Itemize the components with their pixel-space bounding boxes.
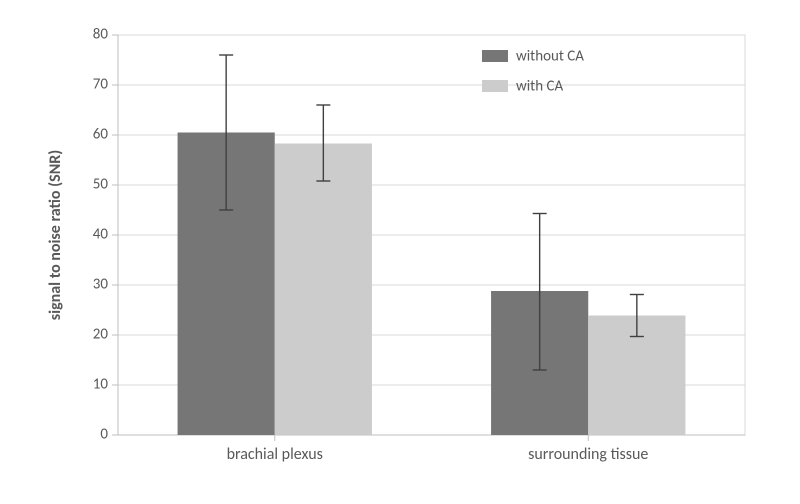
bar [275,144,372,436]
y-tick-label: 80 [93,26,109,44]
legend-label: with CA [516,78,563,96]
x-category-label: surrounding tissue [528,445,648,464]
y-tick-label: 0 [100,426,108,444]
y-axis-title: signal to noise ratio (SNR) [46,150,65,320]
chart-container: 0 10 20 30 40 50 60 70 80 brachial plexus surround… [0,0,800,504]
y-tick-label: 70 [93,76,109,94]
legend-label: without CA [516,48,584,66]
chart-svg: 0 10 20 30 40 50 60 70 80 brachial plexus surround… [0,0,800,504]
y-tick-label: 10 [93,376,109,394]
legend-swatch [482,80,508,92]
y-tick-label: 60 [93,126,109,144]
x-category-label: brachial plexus [227,445,323,464]
y-tick-label: 50 [93,176,109,194]
y-tick-label: 20 [93,326,109,344]
legend-swatch [482,50,508,62]
y-tick-label: 30 [93,276,109,294]
y-tick-label: 40 [93,226,109,244]
